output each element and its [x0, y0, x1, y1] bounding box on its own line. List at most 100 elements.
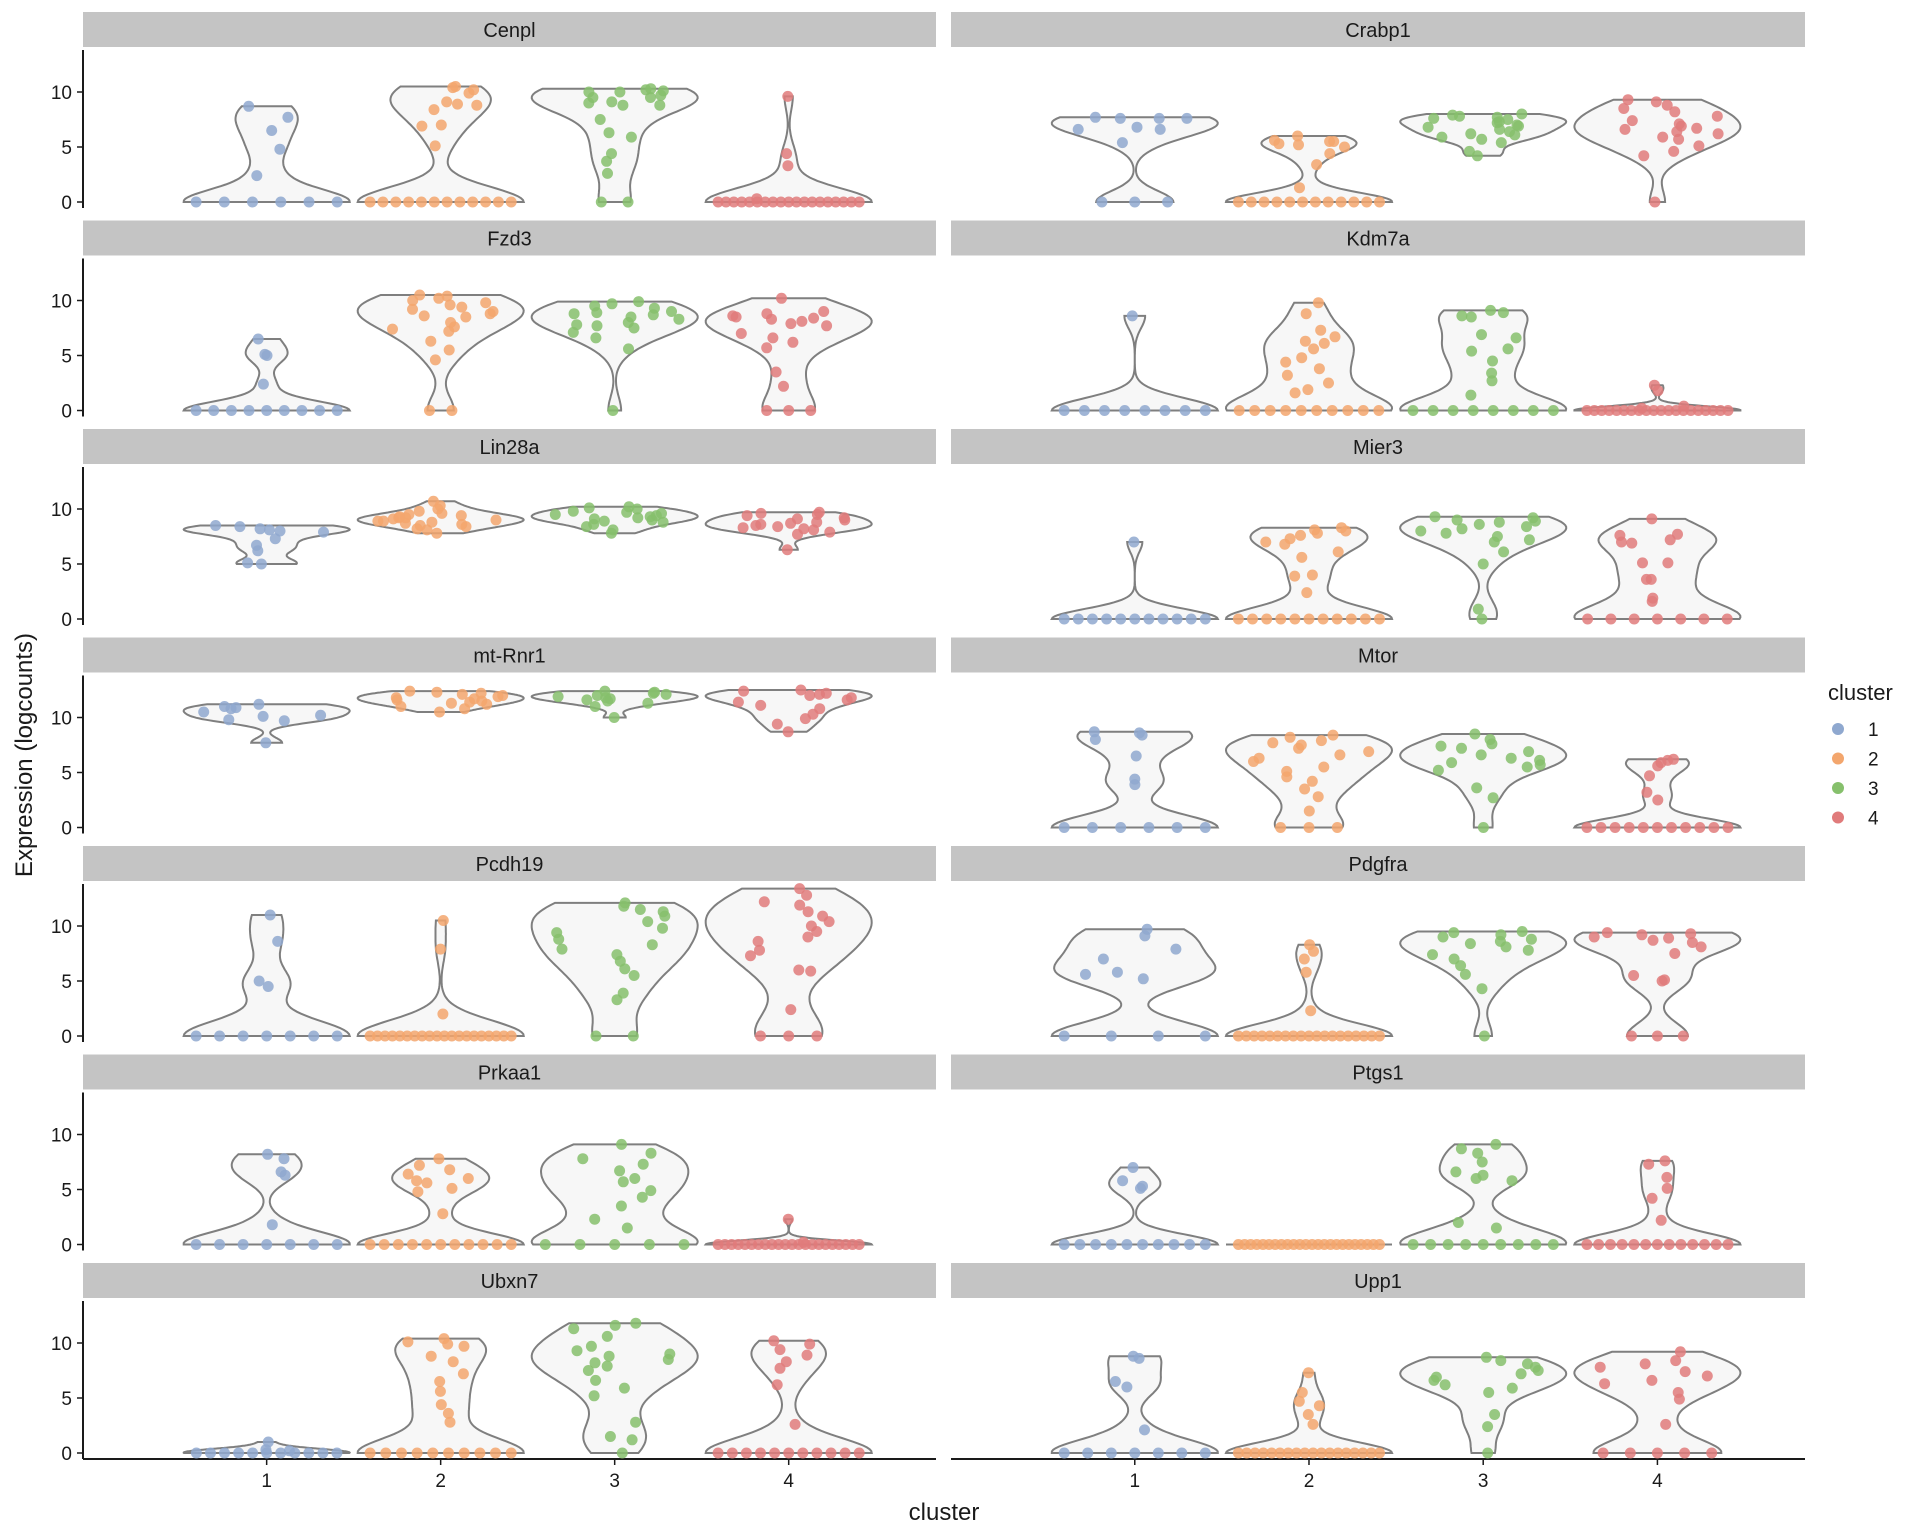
- data-point: [274, 143, 286, 155]
- data-point: [805, 920, 817, 932]
- x-tick-label: 3: [1478, 1471, 1489, 1492]
- data-point: [387, 323, 398, 335]
- violin-cluster-1: [182, 1153, 351, 1246]
- data-point: [259, 348, 271, 360]
- violin-cluster-4: [1572, 1159, 1742, 1246]
- data-point: [761, 342, 773, 354]
- data-point: [820, 687, 832, 699]
- facet-strip-label: Fzd3: [487, 229, 531, 251]
- data-point: [776, 292, 787, 304]
- data-point: [741, 510, 753, 522]
- data-point: [214, 1239, 226, 1250]
- data-point: [1332, 546, 1344, 558]
- data-point: [1366, 1030, 1378, 1042]
- data-point: [1637, 822, 1649, 833]
- data-point: [595, 196, 607, 208]
- data-point: [1284, 533, 1296, 545]
- data-point: [583, 86, 595, 98]
- data-point: [590, 1030, 602, 1042]
- data-point: [274, 525, 286, 537]
- data-point: [1448, 927, 1460, 939]
- data-point: [1655, 1214, 1667, 1226]
- violin-cluster-1: [1050, 541, 1220, 620]
- facet-panel-upp1: Upp1 1 2 3 4: [951, 1263, 1805, 1492]
- data-point: [1487, 792, 1499, 804]
- data-point: [1127, 1162, 1139, 1173]
- data-point: [642, 697, 654, 709]
- data-point: [814, 196, 826, 208]
- data-point: [1296, 1387, 1308, 1398]
- data-point: [797, 1447, 809, 1459]
- data-point: [1115, 822, 1127, 833]
- data-point: [1447, 405, 1459, 416]
- data-point: [407, 303, 418, 315]
- data-point: [434, 1385, 446, 1397]
- data-point: [1307, 1418, 1319, 1430]
- data-point: [1480, 1351, 1492, 1363]
- y-tick-label: 5: [61, 1181, 72, 1202]
- data-point: [441, 96, 453, 108]
- data-point: [782, 160, 794, 172]
- data-point: [839, 1447, 851, 1459]
- data-point: [262, 981, 274, 992]
- data-point: [308, 1239, 320, 1250]
- data-point: [1471, 782, 1483, 794]
- data-point: [1636, 402, 1648, 414]
- data-point: [630, 1317, 642, 1329]
- data-point: [1171, 822, 1183, 833]
- data-point: [657, 906, 669, 918]
- data-point: [1199, 822, 1211, 833]
- data-point: [813, 506, 825, 518]
- legend: cluster 1 2 3 4: [1828, 680, 1893, 830]
- data-point: [1476, 133, 1488, 145]
- data-point: [1361, 196, 1373, 208]
- data-point: [1675, 1239, 1687, 1250]
- violin-cluster-1: [1050, 116, 1219, 203]
- data-point: [783, 405, 795, 416]
- data-point: [567, 505, 579, 517]
- data-point: [1721, 613, 1733, 625]
- y-tick-label: 10: [51, 1334, 72, 1355]
- data-point: [1329, 331, 1341, 343]
- data-point: [1133, 727, 1145, 739]
- data-point: [1264, 405, 1276, 416]
- data-point: [437, 915, 449, 926]
- data-point: [1644, 770, 1655, 782]
- data-point: [406, 1239, 418, 1250]
- violin-cluster-2: [1224, 135, 1394, 203]
- data-point: [1179, 405, 1191, 416]
- data-point: [1455, 1143, 1467, 1155]
- data-point: [636, 1191, 648, 1203]
- violin-cluster-1: [1050, 928, 1220, 1037]
- data-point: [262, 1148, 274, 1160]
- data-point: [1661, 99, 1673, 111]
- data-point: [1293, 139, 1304, 151]
- data-point: [251, 170, 263, 182]
- data-point: [372, 515, 384, 527]
- data-point: [490, 1447, 501, 1459]
- data-point: [1646, 513, 1658, 525]
- data-point: [1439, 1379, 1451, 1391]
- data-point: [1176, 1447, 1188, 1459]
- data-point: [617, 1176, 629, 1188]
- data-point: [414, 520, 426, 531]
- data-point: [793, 964, 805, 976]
- data-point: [463, 1239, 475, 1250]
- data-point: [821, 320, 833, 332]
- data-point: [252, 333, 264, 345]
- data-point: [1451, 514, 1463, 526]
- data-point: [1313, 363, 1325, 375]
- data-point: [1181, 112, 1193, 124]
- data-point: [251, 539, 262, 551]
- data-point: [1274, 1447, 1286, 1459]
- data-point: [1469, 728, 1481, 740]
- y-tick-label: 5: [61, 555, 72, 576]
- data-point: [594, 114, 606, 125]
- data-point: [1074, 1239, 1086, 1250]
- data-point: [392, 1239, 404, 1250]
- data-point: [1105, 1239, 1117, 1250]
- data-point: [1626, 1030, 1637, 1042]
- data-point: [230, 702, 242, 714]
- data-point: [1477, 1169, 1489, 1181]
- data-point: [1516, 926, 1528, 937]
